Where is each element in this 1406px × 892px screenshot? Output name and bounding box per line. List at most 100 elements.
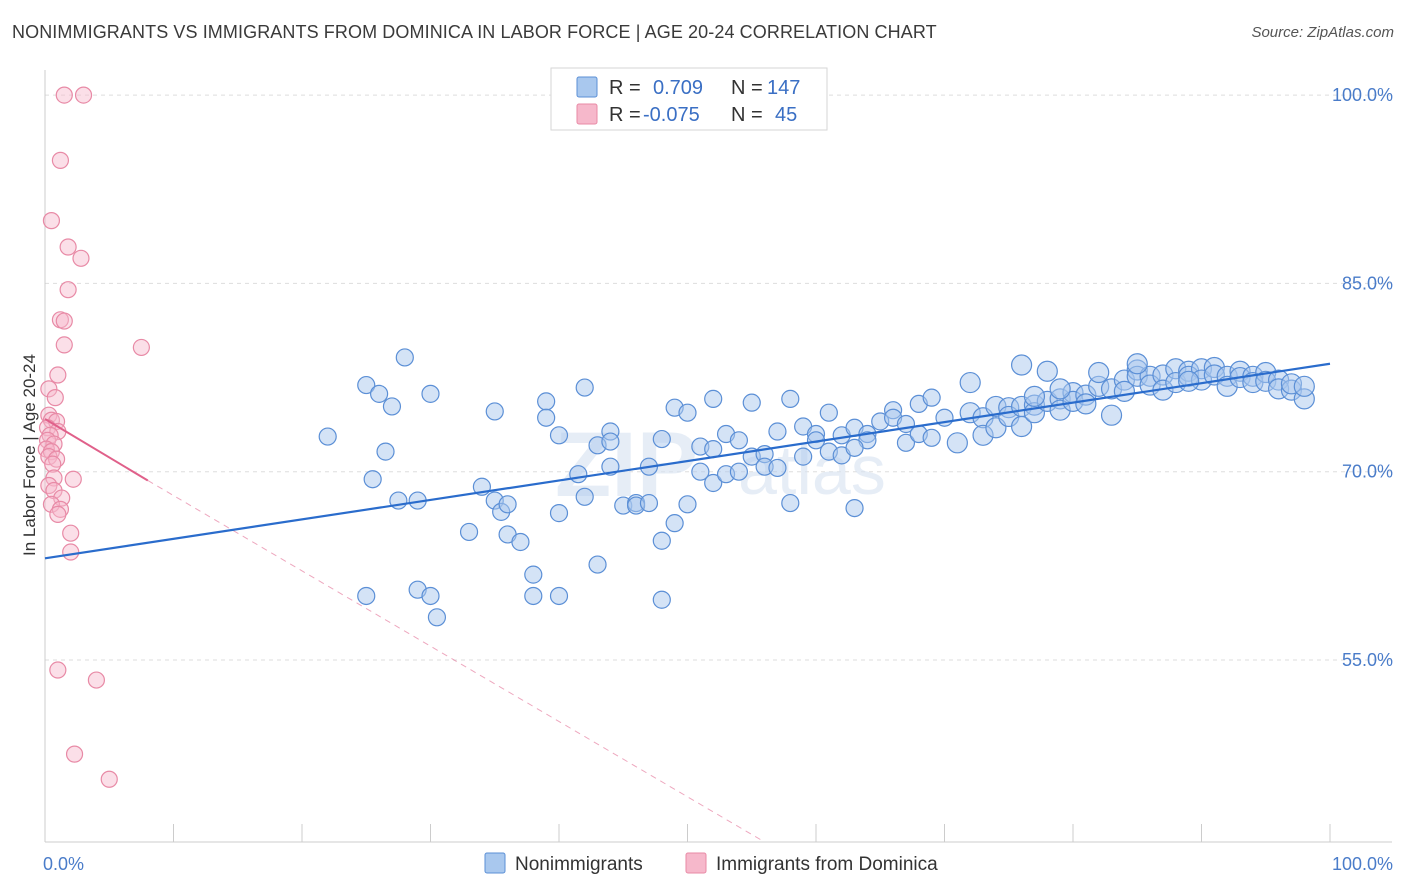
- pink-points: [37, 86, 150, 788]
- blue-point-139: [1293, 375, 1315, 397]
- pink-point-6: [59, 281, 77, 299]
- blue-point-144: [1178, 370, 1200, 392]
- pink-point-4: [59, 238, 77, 256]
- blue-point-64: [794, 447, 813, 466]
- blue-point-53: [729, 431, 749, 450]
- bottom-legend-swatch-nonimmigrants: [484, 852, 506, 874]
- blue-point-85: [946, 432, 968, 454]
- blue-point-6: [382, 397, 402, 416]
- blue-point-42: [652, 590, 671, 609]
- blue-trend-line: [44, 362, 1331, 560]
- pink-point-27: [64, 470, 82, 488]
- legend-n-value-blue: 147: [767, 77, 800, 99]
- chart-title: NONIMMIGRANTS VS IMMIGRANTS FROM DOMINIC…: [12, 22, 937, 42]
- pink-point-29: [40, 476, 58, 495]
- blue-point-24: [537, 392, 556, 411]
- blue-point-26: [549, 426, 569, 445]
- pink-point-38: [87, 671, 106, 689]
- blue-point-41: [652, 531, 671, 550]
- pink-point-32: [42, 495, 61, 513]
- pink-trend-dashed: [147, 480, 765, 843]
- blue-point-3: [363, 470, 382, 489]
- blue-point-30: [575, 487, 594, 506]
- blue-point-22: [524, 565, 543, 584]
- pink-point-8: [55, 312, 73, 330]
- blue-point-59: [768, 458, 787, 478]
- blue-point-1: [357, 586, 376, 606]
- blue-point-28: [549, 586, 569, 606]
- blue-point-0: [318, 427, 337, 446]
- blue-point-45: [678, 495, 697, 514]
- blue-point-25: [537, 408, 556, 427]
- pink-trend-line: [44, 418, 149, 482]
- legend-r-label-blue: R =: [609, 77, 641, 99]
- blue-point-13: [427, 608, 447, 627]
- x-tick-labels: 0.0% 100.0%: [43, 854, 1393, 874]
- blue-point-46: [678, 403, 697, 422]
- source-label: Source: ZipAtlas.com: [1251, 24, 1394, 41]
- pink-point-12: [40, 380, 58, 398]
- blue-points: [318, 348, 1315, 627]
- pink-point-5: [72, 249, 90, 267]
- blue-point-12: [421, 384, 440, 403]
- blue-point-95: [1010, 415, 1033, 438]
- blue-point-43: [665, 514, 684, 533]
- pink-trend-extension: [147, 480, 765, 843]
- blue-point-21: [511, 532, 530, 552]
- blue-point-49: [704, 439, 723, 459]
- blue-point-54: [729, 462, 749, 481]
- pink-point-0: [55, 86, 73, 104]
- blue-point-27: [549, 504, 569, 523]
- blue-point-61: [781, 389, 800, 408]
- blue-point-56: [742, 393, 761, 412]
- blue-point-145: [704, 389, 723, 408]
- blue-point-23: [524, 586, 543, 606]
- blue-point-146: [601, 432, 620, 451]
- pink-point-39: [65, 745, 84, 763]
- blue-point-148: [845, 438, 864, 457]
- bottom-legend-label-dominica: Immigrants from Dominica: [716, 854, 938, 875]
- y-tick-label-3: 55.0%: [1342, 650, 1393, 670]
- pink-point-36: [62, 543, 80, 561]
- blue-point-62: [781, 493, 800, 513]
- blue-point-82: [922, 388, 941, 407]
- blue-point-142: [1010, 354, 1033, 376]
- blue-point-140: [1023, 385, 1046, 407]
- blue-point-40: [639, 493, 659, 513]
- legend-n-label-pink: N =: [731, 104, 763, 126]
- pink-point-9: [55, 336, 73, 354]
- legend-swatch-blue: [576, 76, 598, 98]
- blue-point-67: [819, 403, 838, 422]
- blue-point-29: [569, 465, 588, 484]
- blue-point-4: [370, 384, 389, 403]
- pink-point-1: [74, 86, 93, 104]
- blue-point-87: [959, 371, 981, 394]
- pink-point-13: [46, 389, 64, 407]
- pink-point-37: [49, 661, 67, 679]
- blue-point-79: [896, 433, 916, 452]
- blue-point-109: [1100, 404, 1123, 426]
- blue-point-14: [459, 522, 479, 542]
- series-legend: Nonimmigrants Immigrants from Dominica: [484, 852, 938, 875]
- y-tick-label-1: 85.0%: [1342, 273, 1393, 293]
- trend-lines: [44, 362, 1331, 560]
- pink-point-11: [49, 366, 67, 384]
- pink-point-26: [44, 455, 62, 473]
- y-axis-label: In Labor Force | Age 20-24: [20, 354, 39, 556]
- y-tick-label-0: 100.0%: [1332, 85, 1393, 105]
- blue-point-60: [768, 422, 787, 441]
- legend-swatch-pink: [576, 103, 598, 125]
- blue-point-141: [1049, 378, 1071, 400]
- legend-r-value-pink: -0.075: [643, 104, 700, 126]
- blue-point-147: [652, 429, 671, 449]
- legend-n-value-pink: 45: [775, 104, 797, 126]
- pink-point-2: [51, 151, 70, 169]
- x-tick-label-0: 0.0%: [43, 854, 84, 874]
- y-tick-labels: 100.0% 85.0% 70.0% 55.0%: [1332, 85, 1393, 670]
- pink-point-10: [132, 338, 150, 357]
- blue-point-72: [845, 498, 864, 518]
- legend-r-value-blue: 0.709: [653, 77, 703, 99]
- legend-n-label-blue: N =: [731, 77, 763, 99]
- blue-point-50: [704, 473, 723, 493]
